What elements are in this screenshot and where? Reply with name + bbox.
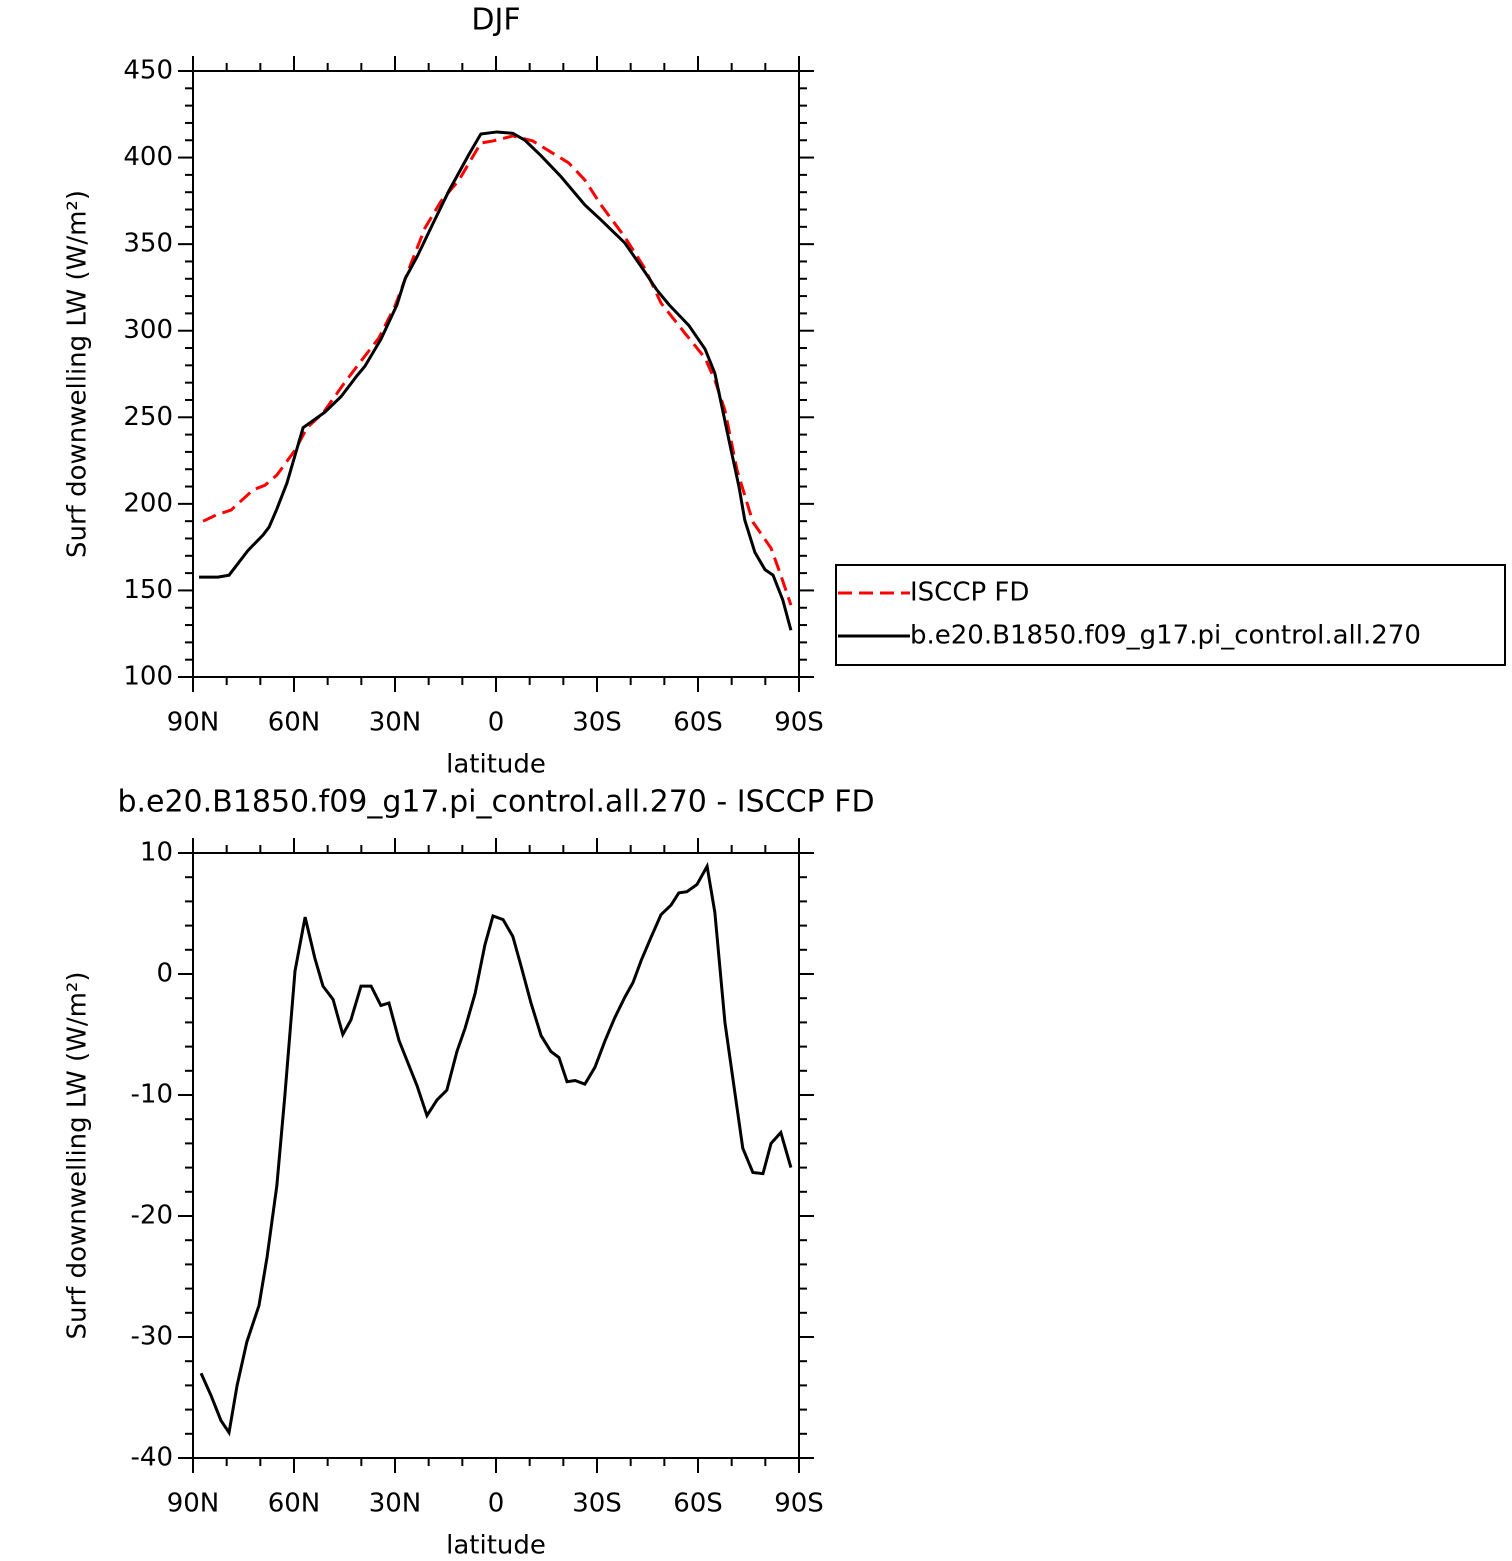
plot-frame [192, 852, 800, 1459]
y-tick-label: 250 [123, 402, 173, 432]
y-tick-label: 150 [123, 575, 173, 605]
x-tick-label: 30N [369, 1489, 422, 1519]
x-tick-label: 90N [167, 708, 220, 738]
legend-label: b.e20.B1850.f09_g17.pi_control.all.270 [910, 621, 1421, 651]
y-axis-label: Surf downwelling LW (W/m²) [63, 972, 93, 1340]
x-axis-label: latitude [446, 750, 546, 780]
y-tick-label: 200 [123, 488, 173, 518]
x-axis-label: latitude [446, 1531, 546, 1561]
x-tick-label: 0 [488, 708, 505, 738]
x-tick-label: 60S [673, 1489, 723, 1519]
y-tick-label: 10 [140, 838, 173, 868]
chart-title: DJF [471, 3, 520, 38]
legend-label: ISCCP FD [910, 578, 1029, 608]
x-tick-label: 30N [369, 708, 422, 738]
y-tick-label: 400 [123, 142, 173, 172]
x-tick-label: 60S [673, 708, 723, 738]
data-line [199, 130, 793, 631]
x-tick-label: 0 [488, 1489, 505, 1519]
data-line [202, 134, 793, 606]
y-tick-label: -30 [131, 1322, 173, 1352]
chart-title: b.e20.B1850.f09_g17.pi_control.all.270 -… [117, 785, 874, 820]
plot-frame [192, 70, 800, 678]
y-tick-label: -20 [131, 1201, 173, 1231]
y-axis-label: Surf downwelling LW (W/m²) [63, 190, 93, 558]
x-tick-label: 60N [268, 708, 321, 738]
y-tick-label: 450 [123, 56, 173, 86]
x-tick-label: 60N [268, 1489, 321, 1519]
y-tick-label: -10 [131, 1080, 173, 1110]
legend-box [835, 564, 1506, 666]
x-tick-label: 90S [774, 708, 824, 738]
x-tick-label: 30S [572, 1489, 622, 1519]
y-tick-label: 0 [156, 959, 173, 989]
y-tick-label: 100 [123, 662, 173, 692]
x-tick-label: 30S [572, 708, 622, 738]
y-tick-label: -40 [131, 1443, 173, 1473]
data-line [199, 861, 793, 1437]
y-tick-label: 300 [123, 315, 173, 345]
x-tick-label: 90S [774, 1489, 824, 1519]
x-tick-label: 90N [167, 1489, 220, 1519]
y-tick-label: 350 [123, 229, 173, 259]
